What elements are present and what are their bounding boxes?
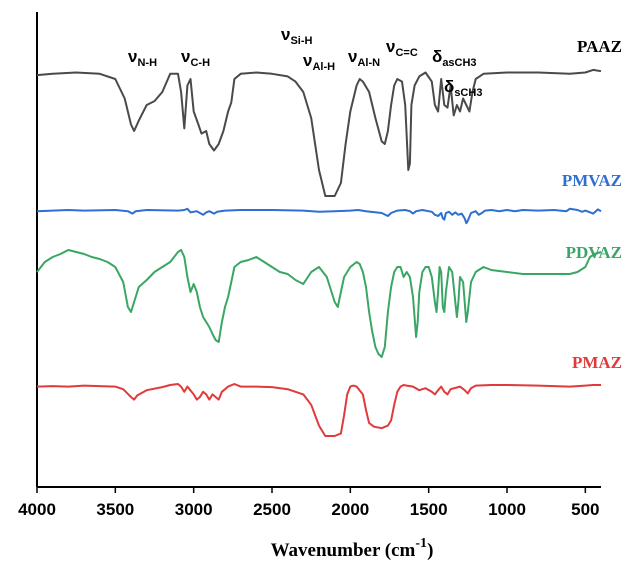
- x-tick-label: 3500: [96, 500, 134, 519]
- band-annotation-symbol: ν: [128, 47, 137, 66]
- band-annotation-symbol: δ: [444, 77, 454, 96]
- x-tick-label: 1000: [488, 500, 526, 519]
- band-annotation: νSi-H: [281, 25, 313, 47]
- band-annotation: νAl-H: [303, 51, 335, 73]
- band-annotation-symbol: ν: [348, 47, 357, 66]
- band-annotation-subscript: sCH3: [454, 87, 482, 99]
- x-axis-title-close: ): [427, 540, 433, 561]
- band-annotation-subscript: Al-H: [312, 61, 335, 73]
- x-tick-label: 4000: [18, 500, 56, 519]
- band-annotation-subscript: Al-N: [357, 57, 380, 69]
- band-annotation-symbol: ν: [181, 47, 190, 66]
- x-tick-label: 2500: [253, 500, 291, 519]
- x-tick-label: 1500: [410, 500, 448, 519]
- series-label-paaz: PAAZ: [577, 37, 622, 56]
- spectrum-line-paaz: [36, 68, 602, 197]
- band-annotation-subscript: Si-H: [290, 35, 312, 47]
- spectrum-line-pmvaz: [36, 207, 602, 225]
- band-annotation-symbol: ν: [303, 51, 312, 70]
- x-tick-label: 3000: [175, 500, 213, 519]
- x-tick-label: 500: [571, 500, 599, 519]
- band-annotation: δsCH3: [444, 77, 482, 99]
- x-axis-title: Wavenumber (cm-1): [271, 536, 434, 561]
- x-axis-title-main: Wavenumber (cm: [271, 540, 416, 561]
- x-axis-title-sup: -1: [415, 536, 427, 551]
- spectrum-line-pmaz: [36, 383, 601, 437]
- series-label-pdvaz: PDVAZ: [566, 243, 622, 262]
- band-annotation-subscript: C=C: [395, 47, 417, 59]
- band-annotation-subscript: C-H: [190, 57, 210, 69]
- band-annotation: νAl-N: [348, 47, 380, 69]
- band-annotation-symbol: ν: [281, 25, 290, 44]
- band-annotation: νC-H: [181, 47, 210, 69]
- axes: [36, 12, 601, 488]
- x-tick-label: 2000: [331, 500, 369, 519]
- x-ticks: [36, 487, 587, 493]
- band-annotation: νC=C: [386, 37, 418, 59]
- spectra: [36, 68, 602, 437]
- series-label-pmvaz: PMVAZ: [562, 171, 622, 190]
- series-labels: PAAZ PMVAZ PDVAZ PMAZ: [562, 37, 622, 372]
- spectrum-line-pdvaz: [36, 249, 602, 358]
- band-annotation-subscript: asCH3: [442, 57, 476, 69]
- series-label-pmaz: PMAZ: [572, 353, 622, 372]
- band-annotation: δasCH3: [432, 47, 477, 69]
- band-annotation-symbol: ν: [386, 37, 395, 56]
- x-tick-labels: 4000 3500 3000 2500 2000 1500 1000 500: [18, 500, 599, 519]
- band-annotation-subscript: N-H: [137, 57, 157, 69]
- band-annotation-symbol: δ: [432, 47, 442, 66]
- band-annotation: νN-H: [128, 47, 157, 69]
